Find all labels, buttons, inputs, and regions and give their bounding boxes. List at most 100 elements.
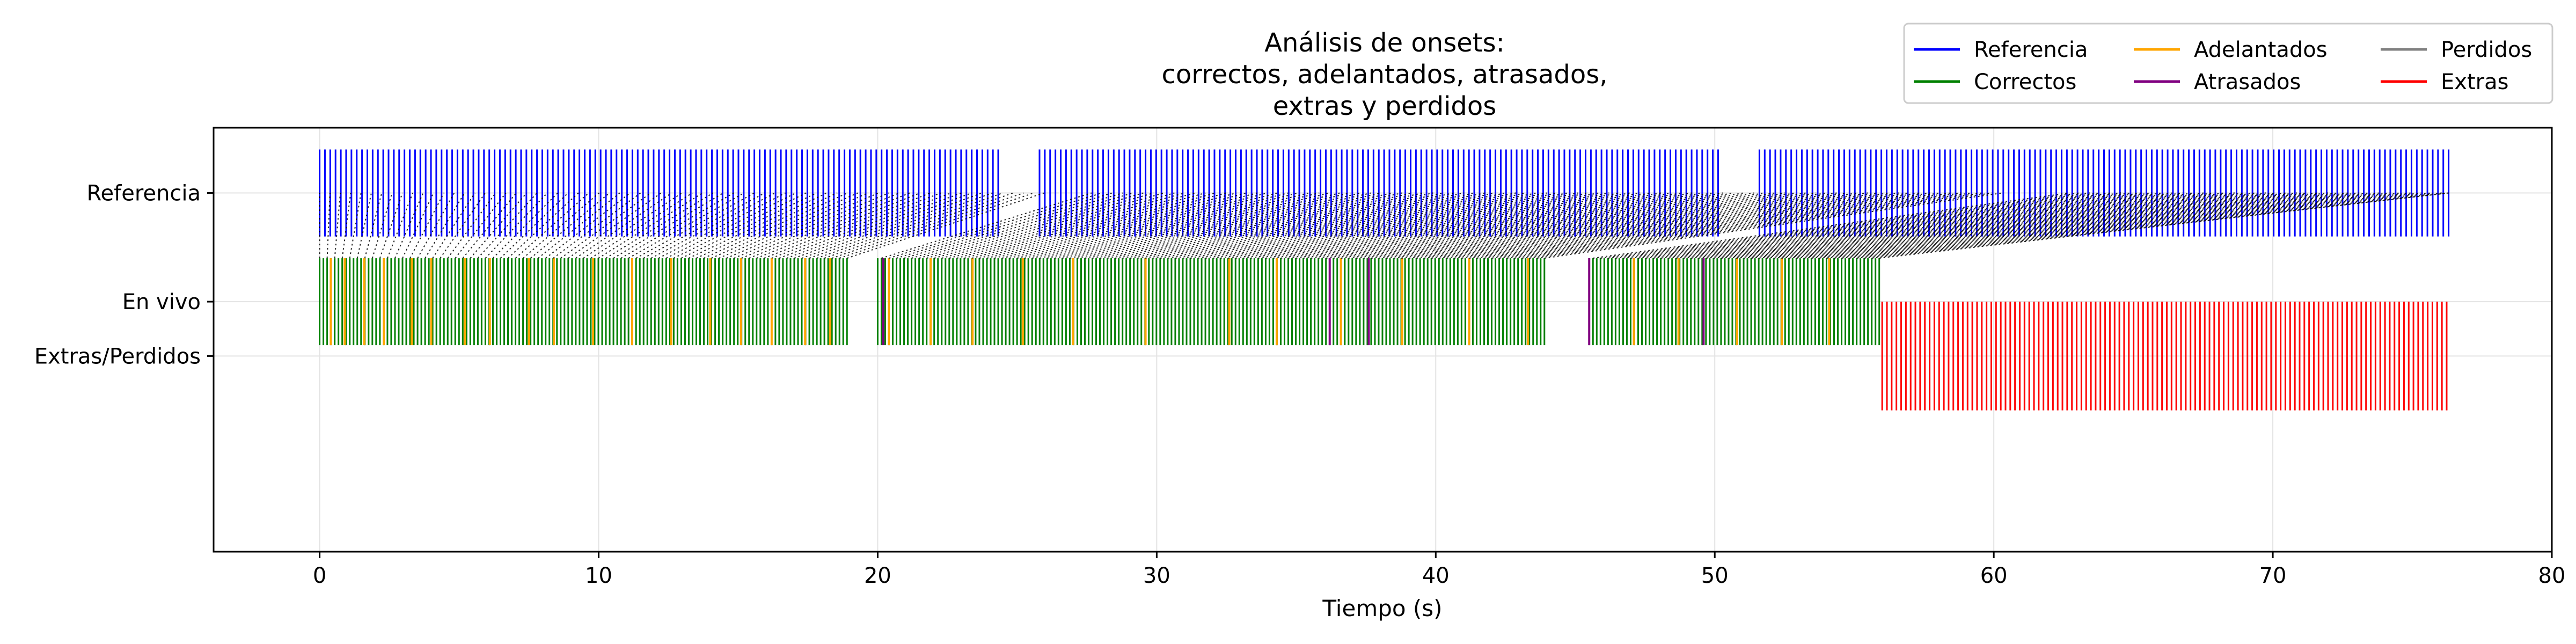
match-connector: [470, 192, 528, 259]
match-connector: [598, 192, 703, 259]
match-connector: [379, 193, 403, 259]
match-connector: [665, 192, 796, 259]
match-connector: [1016, 192, 1278, 259]
plot-marks: [319, 149, 2450, 411]
x-tick-label: 20: [864, 564, 891, 588]
match-connector: [1160, 192, 1475, 259]
match-connector: [756, 192, 920, 259]
match-connector: [749, 192, 910, 259]
match-connector: [1521, 192, 1972, 259]
match-connector: [896, 192, 1113, 259]
match-connector: [1424, 192, 1837, 259]
match-connector: [1416, 192, 1827, 259]
match-connector: [1454, 192, 1879, 259]
legend-label: Atrasados: [2194, 70, 2301, 94]
match-connector: [689, 192, 828, 259]
match-connector: [500, 192, 569, 259]
match-connector: [1630, 192, 2121, 259]
match-connector: [1077, 192, 1361, 259]
match-connector: [831, 192, 1024, 259]
match-connector: [1040, 192, 1309, 259]
match-connector: [1197, 192, 1527, 259]
match-connector: [620, 192, 734, 259]
y-tick-label: Extras/Perdidos: [34, 344, 201, 369]
match-connector: [1675, 192, 2183, 259]
match-connector: [1698, 192, 2214, 259]
match-connector: [371, 193, 393, 259]
match-connector: [809, 192, 993, 259]
match-connector: [650, 192, 775, 259]
match-connector: [1645, 192, 2142, 259]
match-connector: [904, 192, 1123, 259]
match-connector: [1341, 192, 1723, 259]
match-connector: [1484, 192, 1920, 259]
legend-label: Referencia: [1974, 38, 2088, 62]
chart-title-line-2: correctos, adelantados, atrasados,: [1161, 60, 1607, 90]
match-connector: [538, 192, 620, 259]
match-connector: [507, 192, 579, 259]
match-connector: [719, 192, 869, 259]
match-connector: [409, 193, 444, 259]
match-connector: [1175, 192, 1496, 259]
match-connector: [1834, 192, 2401, 259]
match-connector: [986, 192, 1237, 259]
match-connector: [1137, 192, 1444, 259]
match-connector: [741, 192, 900, 259]
x-tick-label: 10: [585, 564, 612, 588]
match-connector: [1743, 192, 2277, 259]
match-connector: [1348, 192, 1734, 259]
match-connector: [1623, 192, 2111, 259]
match-connector: [794, 192, 972, 259]
match-connector: [1536, 192, 1993, 259]
match-connector: [1461, 192, 1889, 259]
match-connector: [1250, 192, 1599, 259]
match-connector: [1660, 192, 2163, 259]
x-tick-label: 30: [1143, 564, 1170, 588]
match-connector: [1130, 192, 1433, 259]
legend-label: Extras: [2441, 70, 2508, 94]
match-connector: [1205, 192, 1537, 259]
match-connector: [1100, 192, 1392, 259]
plot-area: [213, 127, 2553, 553]
match-connector: [786, 192, 962, 259]
match-connector: [1031, 192, 1299, 259]
x-tick-label: 40: [1422, 564, 1450, 588]
match-connector: [1258, 192, 1609, 259]
match-connector: [926, 192, 1154, 259]
match-connector: [386, 193, 414, 259]
match-connector: [635, 192, 755, 259]
match-connector: [1296, 192, 1662, 259]
match-connector: [941, 192, 1175, 259]
match-connector: [1009, 192, 1268, 259]
match-connector: [1311, 192, 1682, 259]
match-connector: [1363, 192, 1754, 259]
match-connector: [801, 192, 983, 259]
match-connector: [711, 192, 858, 259]
match-connector: [1849, 192, 2421, 259]
match-connector: [1841, 192, 2411, 259]
match-connector: [545, 192, 631, 259]
match-connector: [553, 192, 641, 259]
match-connector: [704, 192, 848, 259]
match-connector: [1774, 192, 2318, 259]
legend-label: Correctos: [1974, 70, 2076, 94]
match-connector: [964, 192, 1206, 259]
match-connector: [1856, 192, 2432, 259]
match-connector: [590, 192, 693, 259]
match-connector: [1273, 192, 1630, 259]
match-connector: [1085, 192, 1371, 259]
match-connector: [1062, 192, 1341, 259]
axes: 0 10 20 30 40 50 60 70 80 Referencia En vivo Extras…: [34, 181, 2566, 588]
match-connector: [764, 192, 931, 259]
x-tick-label: 0: [313, 564, 326, 588]
match-connectors: [319, 192, 2449, 259]
match-connector: [1001, 192, 1257, 259]
y-tick-label: Referencia: [87, 181, 201, 206]
match-connector: [1811, 192, 2370, 259]
match-connector: [680, 192, 817, 259]
match-connector: [779, 192, 952, 259]
match-connector: [971, 192, 1216, 259]
match-connector: [1280, 192, 1641, 259]
match-connector: [1115, 192, 1413, 259]
match-connector: [994, 192, 1247, 259]
